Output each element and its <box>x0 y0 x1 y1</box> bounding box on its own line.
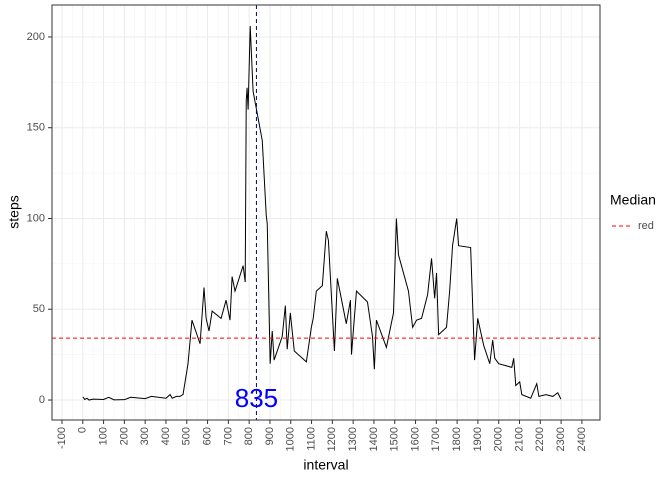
x-tick-label: 1500 <box>389 427 401 451</box>
x-tick-label: 1600 <box>409 427 421 451</box>
y-tick-label: 0 <box>39 394 45 406</box>
x-tick-label: 1900 <box>472 427 484 451</box>
x-tick-label: 2300 <box>555 427 567 451</box>
x-tick-label: 1100 <box>305 427 317 451</box>
x-tick-label: 1300 <box>347 427 359 451</box>
panel <box>52 5 600 420</box>
x-tick-label: 1400 <box>368 427 380 451</box>
x-tick-label: 1200 <box>326 427 338 451</box>
legend-label: red <box>638 220 654 232</box>
x-tick-label: 2100 <box>513 427 525 451</box>
y-tick-label: 50 <box>33 303 45 315</box>
x-tick-label: 400 <box>160 427 172 445</box>
x-tick-label: 500 <box>181 427 193 445</box>
x-tick-label: -100 <box>56 427 68 449</box>
panel-border <box>51 4 601 421</box>
x-tick-label: 900 <box>264 427 276 445</box>
x-tick-label: 0 <box>77 427 89 433</box>
y-axis-title: steps <box>6 195 22 228</box>
x-tick-label: 300 <box>139 427 151 445</box>
x-tick-label: 200 <box>118 427 130 445</box>
x-axis-title: interval <box>303 457 348 473</box>
x-tick-label: 700 <box>222 427 234 445</box>
x-tick-label: 1700 <box>430 427 442 451</box>
x-tick-label: 2400 <box>576 427 588 451</box>
legend-title: Median <box>610 192 656 208</box>
x-tick-label: 1000 <box>285 427 297 451</box>
x-tick-label: 800 <box>243 427 255 445</box>
x-tick-label: 100 <box>97 427 109 445</box>
x-tick-label: 600 <box>201 427 213 445</box>
y-tick-label: 100 <box>27 212 45 224</box>
x-tick-label: 2000 <box>493 427 505 451</box>
x-tick-label: 2200 <box>534 427 546 451</box>
y-tick-label: 200 <box>27 31 45 43</box>
x-tick-label: 1800 <box>451 427 463 451</box>
annotation: 835 <box>235 383 278 413</box>
y-tick-label: 150 <box>27 122 45 134</box>
data-line <box>82 26 562 401</box>
